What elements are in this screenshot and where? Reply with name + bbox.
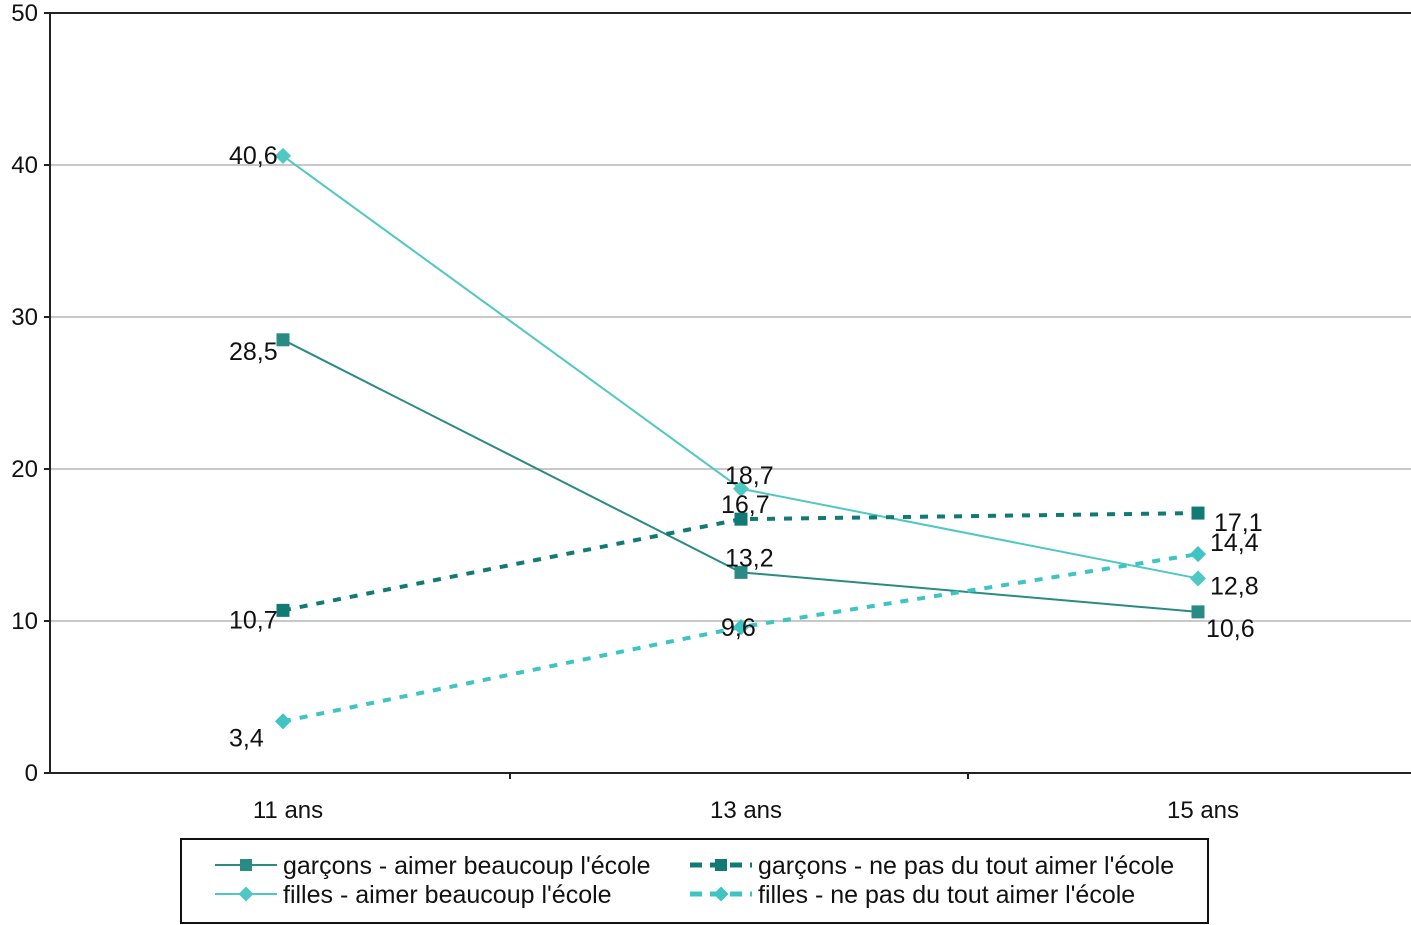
- grid-lines: [50, 164, 1411, 622]
- series-3-point-1: [732, 619, 750, 636]
- data-label-0-2: 10,6: [1206, 615, 1255, 643]
- legend-box: [180, 838, 1209, 924]
- y-tick-label-3: 30: [11, 304, 38, 331]
- data-label-3-0: 3,4: [229, 724, 264, 752]
- series-2-point-1: [734, 512, 748, 526]
- legend-marker-1: [238, 886, 254, 902]
- legend-marker-2: [715, 859, 727, 871]
- series-0-point-1: [734, 565, 748, 579]
- y-tick-label-5: 50: [11, 0, 38, 27]
- x-tick-label-2: 15 ans: [1167, 797, 1239, 824]
- series-2-point-0: [276, 603, 290, 617]
- data-label-1-1: 18,7: [725, 462, 774, 490]
- y-axis-ticks: 0 10 20 30 40 50: [11, 0, 50, 787]
- legend-label-0: garçons - aimer beaucoup l'école: [283, 852, 650, 880]
- x-tick-label-1: 13 ans: [710, 797, 782, 824]
- data-label-3-1: 9,6: [721, 614, 756, 642]
- y-tick-label-4: 40: [11, 152, 38, 179]
- legend-marker-0: [240, 859, 252, 871]
- series-1-point-0: [274, 147, 292, 164]
- series-3-point-2: [1189, 546, 1207, 563]
- data-label-0-0: 28,5: [229, 338, 278, 366]
- legend-label-3: filles - ne pas du tout aimer l'école: [758, 881, 1135, 909]
- series-3-point-0: [274, 713, 292, 730]
- y-tick-label-1: 10: [11, 608, 38, 635]
- axes: [49, 12, 1411, 779]
- legend-label-2: garçons - ne pas du tout aimer l'école: [758, 852, 1174, 880]
- y-tick-label-2: 20: [11, 456, 38, 483]
- data-label-1-2: 12,8: [1210, 572, 1259, 600]
- data-label-1-0: 40,6: [229, 142, 278, 170]
- series-0-point-0: [276, 333, 290, 347]
- legend-label-1: filles - aimer beaucoup l'école: [283, 881, 612, 909]
- series-2-point-2: [1191, 506, 1205, 520]
- data-label-2-1: 16,7: [721, 491, 770, 519]
- data-label-3-2: 14,4: [1210, 529, 1259, 557]
- x-axis-ticks: 11 ans 13 ans 15 ans: [253, 797, 1239, 824]
- series-1-point-2: [1189, 570, 1207, 587]
- series-group: [274, 147, 1207, 730]
- data-label-2-2: 17,1: [1214, 509, 1263, 537]
- data-label-0-1: 13,2: [725, 544, 774, 572]
- series-line-3: [282, 552, 1199, 724]
- series-0-point-2: [1191, 605, 1205, 619]
- legend-marker-3: [713, 886, 729, 902]
- series-1-point-1: [732, 480, 750, 497]
- y-tick-label-0: 0: [25, 760, 38, 787]
- data-label-2-0: 10,7: [229, 606, 278, 634]
- data-labels: 28,5 13,2 10,6 40,6 18,7 12,8 10,7 16,7 17,1 3,4 9…: [229, 142, 1263, 752]
- x-tick-label-0: 11 ans: [253, 797, 323, 824]
